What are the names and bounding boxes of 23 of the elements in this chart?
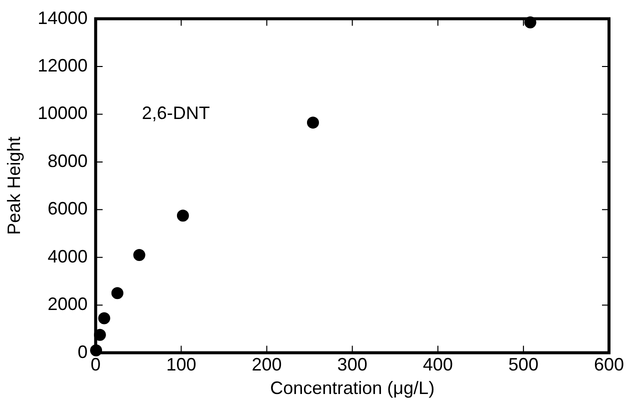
y-tick-label: 10000 <box>38 103 88 124</box>
x-tick-label: 200 <box>252 354 282 375</box>
x-tick-label: 100 <box>166 354 196 375</box>
y-tick-label: 2000 <box>48 294 88 314</box>
y-tick-label: 4000 <box>48 246 88 266</box>
point <box>306 116 319 129</box>
x-tick-label: 600 <box>594 354 624 375</box>
x-axis-title: Concentration (μg/L) <box>270 378 435 398</box>
point <box>133 248 146 261</box>
y-tick-label: 12000 <box>38 55 88 76</box>
point <box>111 287 124 300</box>
x-tick-label: 0 <box>90 354 101 375</box>
y-axis-title: Peak Height <box>4 136 24 235</box>
y-tick-label: 8000 <box>48 150 88 171</box>
y-tick-label: 6000 <box>48 198 88 219</box>
x-tick-label: 300 <box>337 354 368 375</box>
y-tick-label: 0 <box>78 342 88 362</box>
point <box>176 210 189 222</box>
x-tick-label: 500 <box>508 354 538 375</box>
y-tick-label: 14000 <box>38 8 88 28</box>
point <box>98 312 110 324</box>
annotation: 2,6-DNT <box>142 102 210 123</box>
x-tick-label: 400 <box>422 354 453 375</box>
